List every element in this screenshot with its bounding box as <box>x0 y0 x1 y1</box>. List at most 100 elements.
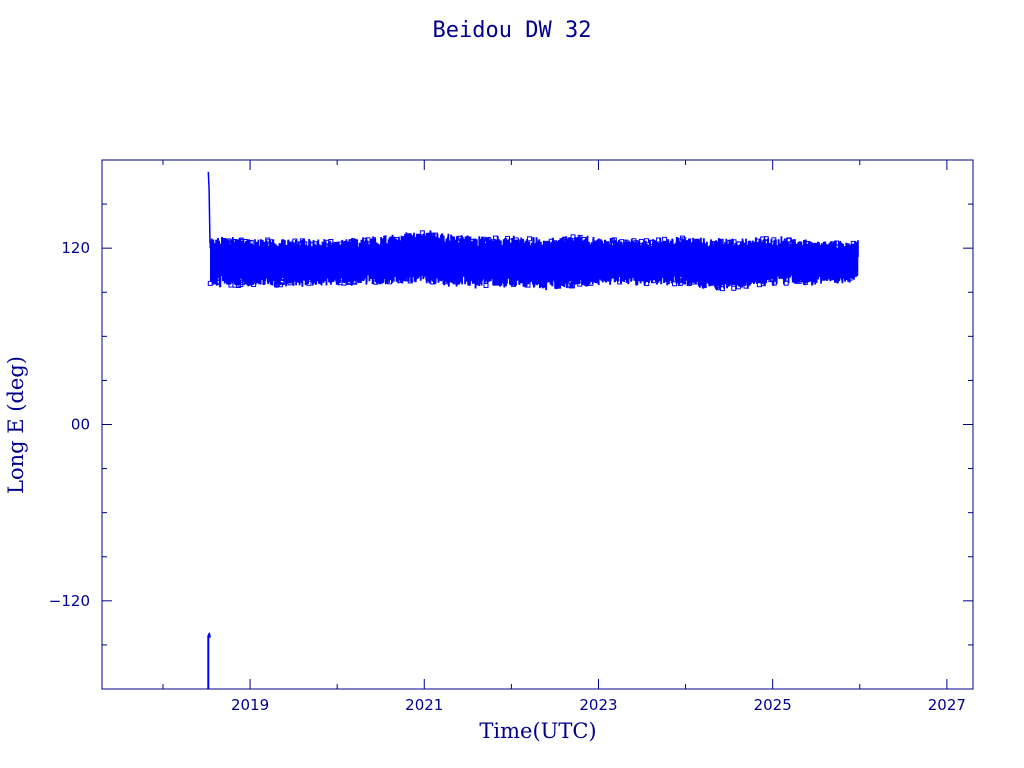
chart-title: Beidou DW 32 <box>433 18 592 43</box>
series-point-marker <box>302 241 308 247</box>
series-point-marker <box>562 239 568 245</box>
series-point-marker <box>694 238 700 244</box>
series-point-marker <box>798 277 804 283</box>
series-point-marker <box>483 282 489 288</box>
series-point-marker <box>508 238 514 244</box>
series-point-marker <box>691 279 697 285</box>
series-point-marker <box>407 278 413 284</box>
series-point-marker <box>760 236 766 242</box>
series-point-marker <box>279 279 285 285</box>
series-point-marker <box>686 280 692 286</box>
series-point-marker <box>430 279 436 285</box>
series-point-marker <box>694 279 700 285</box>
series-point-marker <box>337 280 343 286</box>
series-point-marker <box>269 239 275 245</box>
x-axis-label: Time(UTC) <box>479 719 596 743</box>
series-point-marker <box>548 238 554 244</box>
series-point-marker <box>771 237 777 243</box>
series-point-marker <box>505 235 511 241</box>
series-point-marker <box>805 276 811 282</box>
series-point-marker <box>805 240 811 246</box>
series-point-marker <box>454 279 460 285</box>
series-point-marker <box>214 278 220 284</box>
series-point-marker <box>679 235 685 241</box>
series-point-marker <box>246 280 252 286</box>
y-axis-label: Long E (deg) <box>4 356 28 494</box>
series-point-marker <box>609 238 615 244</box>
series-point-marker <box>741 280 747 286</box>
series-point-marker <box>511 279 517 285</box>
series-point-marker <box>225 238 231 244</box>
series-point-marker <box>525 282 531 288</box>
series-point-marker <box>834 240 840 246</box>
series-point-marker <box>680 277 686 283</box>
series-point-marker <box>387 279 393 285</box>
series-point-marker <box>351 238 357 244</box>
series-point-marker <box>428 232 434 238</box>
series-point-marker <box>352 279 358 285</box>
tick-labels: 2019 2021 2023 2025 2027 120 00 −120 <box>49 239 966 714</box>
series-point-marker <box>442 279 448 285</box>
series-point-marker <box>306 280 312 286</box>
x-tick-label: 2019 <box>231 696 269 714</box>
series-point-marker <box>228 282 234 288</box>
series-point-marker <box>662 236 668 242</box>
series-point-marker <box>351 278 357 284</box>
series-point-marker <box>783 280 789 286</box>
series-point-marker <box>232 239 238 245</box>
series-point-marker <box>238 238 244 244</box>
series-point-marker <box>728 239 734 245</box>
series-point-marker <box>623 239 629 245</box>
series-point-marker <box>457 235 463 241</box>
series-point-marker <box>656 237 662 243</box>
series-point-marker <box>324 239 330 245</box>
series-point-marker <box>346 279 352 285</box>
series-point-marker <box>631 238 637 244</box>
series-point-marker <box>617 279 623 285</box>
series-point-marker <box>338 241 344 247</box>
series-point-marker <box>238 282 244 288</box>
series-point-marker <box>768 277 774 283</box>
series-point-marker <box>556 283 562 289</box>
series-point-marker <box>672 281 678 287</box>
series-initial-segment <box>207 171 211 244</box>
series-point-marker <box>575 279 581 285</box>
series-point-marker <box>551 240 557 246</box>
series-point-marker <box>329 277 335 283</box>
y-tick-label: −120 <box>49 592 90 610</box>
y-tick-label: 00 <box>71 416 90 434</box>
series-point-marker <box>469 238 475 244</box>
series-point-marker <box>265 239 271 245</box>
series-point-marker <box>760 281 766 287</box>
series-point-marker <box>248 239 254 245</box>
series-point-marker <box>486 237 492 243</box>
series-early-segment <box>207 631 211 689</box>
series-point-marker <box>762 239 768 245</box>
series-point-marker <box>292 238 298 244</box>
series-point-marker <box>274 282 280 288</box>
series-point-marker <box>847 275 853 281</box>
series-point-marker <box>566 282 572 288</box>
series-point-marker <box>207 280 213 286</box>
series-point-marker <box>588 280 594 286</box>
series-point-marker <box>287 280 293 286</box>
series-point-marker <box>649 239 655 245</box>
series-point-marker <box>495 280 501 286</box>
series-point-marker <box>345 276 351 282</box>
series-point-marker <box>638 238 644 244</box>
series-point-marker <box>515 239 521 245</box>
x-tick-label: 2021 <box>405 696 443 714</box>
series-point-marker <box>736 241 742 247</box>
x-tick-label: 2025 <box>754 696 792 714</box>
y-tick-label: 120 <box>61 239 90 257</box>
series-point-marker <box>644 281 650 287</box>
series-point-marker <box>492 235 498 241</box>
series-point-marker <box>378 276 384 282</box>
series-point-marker <box>312 241 318 247</box>
series-point-marker <box>560 280 566 286</box>
series-point-marker <box>718 238 724 244</box>
series-point-marker <box>464 236 470 242</box>
series-point-marker <box>526 236 532 242</box>
series-point-marker <box>251 281 257 287</box>
